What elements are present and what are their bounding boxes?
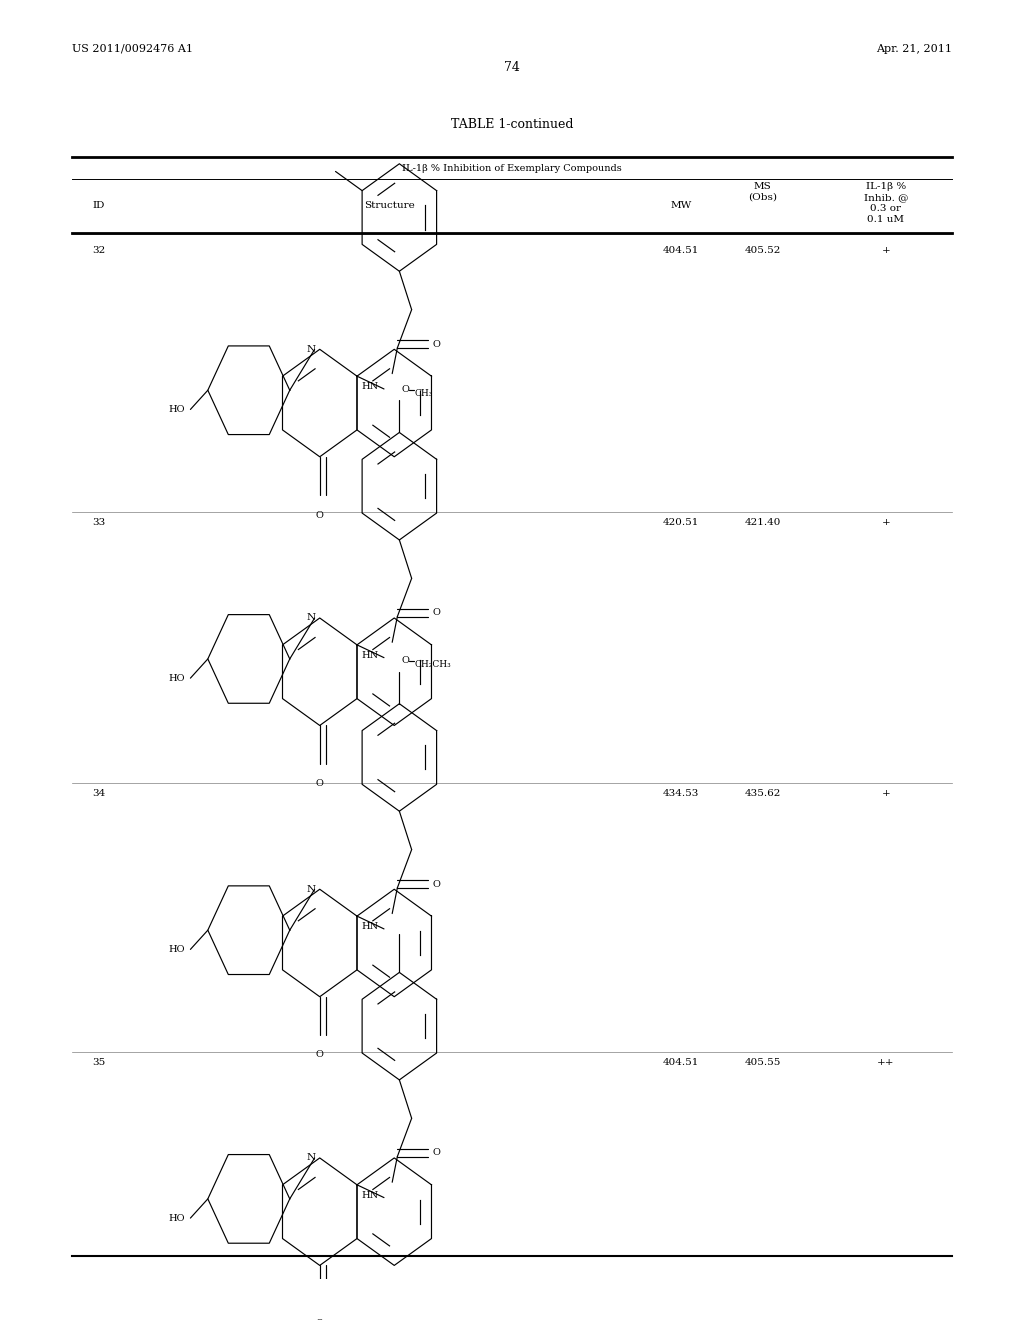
- Text: TABLE 1-continued: TABLE 1-continued: [451, 117, 573, 131]
- Text: O: O: [315, 1051, 324, 1060]
- Text: O: O: [315, 779, 324, 788]
- Text: 33: 33: [92, 519, 105, 527]
- Text: N: N: [307, 614, 316, 623]
- Text: 404.51: 404.51: [663, 1059, 699, 1067]
- Text: O: O: [432, 879, 440, 888]
- Text: 420.51: 420.51: [663, 519, 699, 527]
- Text: 405.55: 405.55: [744, 1059, 781, 1067]
- Text: HN: HN: [361, 381, 379, 391]
- Text: +: +: [882, 246, 890, 255]
- Text: HO: HO: [169, 405, 185, 414]
- Text: N: N: [307, 884, 316, 894]
- Text: 74: 74: [504, 62, 520, 74]
- Text: HN: HN: [361, 1191, 379, 1200]
- Text: HO: HO: [169, 945, 185, 954]
- Text: +: +: [882, 789, 890, 799]
- Text: +: +: [882, 519, 890, 527]
- Text: Structure: Structure: [364, 202, 415, 210]
- Text: MS
(Obs): MS (Obs): [749, 182, 777, 202]
- Text: Apr. 21, 2011: Apr. 21, 2011: [877, 44, 952, 54]
- Text: N: N: [307, 345, 316, 354]
- Text: 434.53: 434.53: [663, 789, 699, 799]
- Text: O: O: [401, 656, 410, 665]
- Text: 405.52: 405.52: [744, 246, 781, 255]
- Text: HN: HN: [361, 651, 379, 660]
- Text: CH₂CH₃: CH₂CH₃: [415, 660, 452, 669]
- Text: O: O: [432, 609, 440, 618]
- Text: MW: MW: [671, 202, 691, 210]
- Text: 34: 34: [92, 789, 105, 799]
- Text: ID: ID: [92, 202, 104, 210]
- Text: 421.40: 421.40: [744, 519, 781, 527]
- Text: CH₃: CH₃: [415, 389, 433, 397]
- Text: HN: HN: [361, 921, 379, 931]
- Text: HO: HO: [169, 1213, 185, 1222]
- Text: 435.62: 435.62: [744, 789, 781, 799]
- Text: O: O: [432, 339, 440, 348]
- Text: IL-1β % Inhibition of Exemplary Compounds: IL-1β % Inhibition of Exemplary Compound…: [402, 164, 622, 173]
- Text: IL-1β %
Inhib. @
0.3 or
0.1 uM: IL-1β % Inhib. @ 0.3 or 0.1 uM: [863, 182, 908, 224]
- Text: 32: 32: [92, 246, 105, 255]
- Text: 35: 35: [92, 1059, 105, 1067]
- Text: O: O: [432, 1148, 440, 1158]
- Text: HO: HO: [169, 673, 185, 682]
- Text: O: O: [315, 511, 324, 520]
- Text: O: O: [401, 385, 410, 395]
- Text: ++: ++: [877, 1059, 895, 1067]
- Text: N: N: [307, 1154, 316, 1163]
- Text: US 2011/0092476 A1: US 2011/0092476 A1: [72, 44, 193, 54]
- Text: 404.51: 404.51: [663, 246, 699, 255]
